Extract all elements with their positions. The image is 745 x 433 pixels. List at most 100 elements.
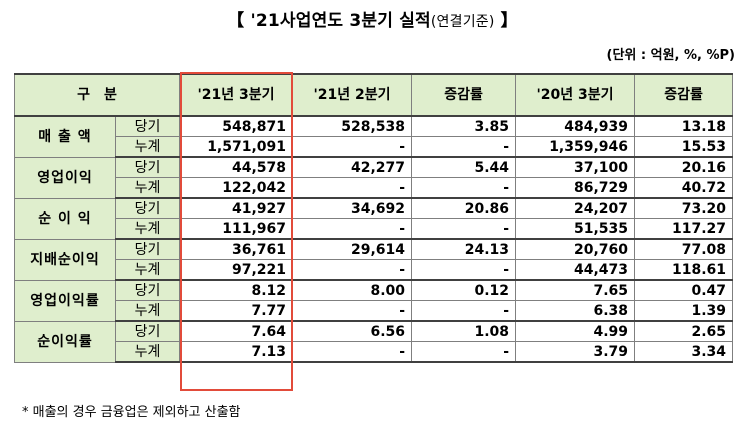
table-cell: -	[292, 259, 413, 281]
table-cell: -	[292, 218, 413, 240]
table-cell: 51,535	[515, 218, 636, 240]
table-row: 누계 111,967- -51,535 117.27	[15, 218, 734, 240]
table-cell: 40.72	[634, 177, 734, 199]
row-group-label: 순 이 익	[14, 197, 116, 240]
table-row: 누계 1,571,091- -1,359,946 15.53	[15, 136, 734, 158]
table-cell: 2.65	[634, 320, 734, 342]
table-cell: 20.16	[634, 156, 734, 178]
footnote: * 매출의 경우 금융업은 제외하고 산출함	[22, 405, 241, 420]
row-period-label: 누계	[114, 218, 181, 240]
table-cell: 3.85	[411, 115, 517, 137]
table-cell: 484,939	[515, 115, 636, 137]
table-cell: 24,207	[515, 197, 636, 219]
table-cell: -	[411, 259, 517, 281]
table-cell: -	[411, 300, 517, 322]
table-cell: 13.18	[634, 115, 734, 137]
row-period-label: 누계	[114, 341, 181, 363]
table-row: 누계 7.13- -3.79 3.34	[15, 341, 734, 363]
header-col-qoq-change: 증감률	[411, 73, 517, 117]
row-period-label: 누계	[114, 177, 181, 199]
table-cell: 86,729	[515, 177, 636, 199]
table-cell: -	[292, 136, 413, 158]
header-col-2020q3: '20년 3분기	[515, 73, 636, 117]
title-basis: (연결기준)	[430, 14, 495, 30]
table-cell: 1,359,946	[515, 136, 636, 158]
results-table: 구 분 '21년 3분기 '21년 2분기 증감률 '20년 3분기 증감률 매…	[13, 73, 734, 363]
table-cell: -	[411, 177, 517, 199]
table-cell: 42,277	[292, 156, 413, 178]
table-cell: 36,761	[179, 238, 294, 260]
table-cell: 44,473	[515, 259, 636, 281]
table-cell: 3.79	[515, 341, 636, 363]
table-row: 지배순이익 당기 36,761 29,614 24.13 20,760 77.08	[14, 238, 734, 281]
table-cell: 6.38	[515, 300, 636, 322]
table-cell: -	[292, 177, 413, 199]
table-row: 누계 7.77- -6.38 1.39	[15, 300, 734, 322]
table-cell: 77.08	[634, 238, 734, 260]
row-period-label: 당기	[114, 320, 181, 342]
table-cell: 1.39	[634, 300, 734, 322]
table-cell: -	[292, 341, 413, 363]
table-cell: -	[411, 341, 517, 363]
table-cell: -	[411, 136, 517, 158]
table-cell: 4.99	[515, 320, 636, 342]
title-main: 【 '21사업연도 3분기 실적	[227, 11, 431, 31]
table-cell: 118.61	[634, 259, 734, 281]
table-cell: 97,221	[179, 259, 294, 281]
header-col-2021q2: '21년 2분기	[292, 73, 413, 117]
table-cell: 37,100	[515, 156, 636, 178]
table-row: 순 이 익 당기 41,927 34,692 20.86 24,207 73.20	[14, 197, 734, 240]
table-cell: 111,967	[179, 218, 294, 240]
row-period-label: 당기	[114, 197, 181, 219]
table-cell: 528,538	[292, 115, 413, 137]
table-row: 누계 122,042- -86,729 40.72	[15, 177, 734, 199]
table-cell: 0.47	[634, 279, 734, 301]
table-cell: 44,578	[179, 156, 294, 178]
row-group-label: 매 출 액	[14, 115, 116, 158]
table-row: 순이익률 당기 7.64 6.56 1.08 4.99 2.65	[14, 320, 734, 363]
row-period-label: 당기	[114, 279, 181, 301]
table-cell: 1.08	[411, 320, 517, 342]
table-cell: 117.27	[634, 218, 734, 240]
header-col-2021q3: '21년 3분기	[179, 73, 294, 117]
table-cell: 5.44	[411, 156, 517, 178]
row-group-label: 지배순이익	[14, 238, 116, 281]
table-cell: 548,871	[179, 115, 294, 137]
table-cell: 122,042	[179, 177, 294, 199]
row-period-label: 누계	[114, 300, 181, 322]
row-period-label: 누계	[114, 136, 181, 158]
table-row: 영업이익률 당기 8.12 8.00 0.12 7.65 0.47	[14, 279, 734, 322]
header-col-yoy-change: 증감률	[634, 73, 734, 117]
table-cell: 20.86	[411, 197, 517, 219]
table-cell: 7.64	[179, 320, 294, 342]
table-cell: 0.12	[411, 279, 517, 301]
table-cell: 6.56	[292, 320, 413, 342]
table-cell: 1,571,091	[179, 136, 294, 158]
table-row: 매 출 액 당기 548,871 528,538 3.85 484,939 13.18	[14, 115, 734, 158]
table-cell: 8.12	[179, 279, 294, 301]
table-cell: 24.13	[411, 238, 517, 260]
row-group-label: 순이익률	[14, 320, 116, 363]
row-group-label: 영업이익	[14, 156, 116, 199]
table-header-row: 구 분 '21년 3분기 '21년 2분기 증감률 '20년 3분기 증감률	[13, 73, 734, 117]
row-group-label: 영업이익률	[14, 279, 116, 322]
table-cell: 7.77	[179, 300, 294, 322]
table-cell: 73.20	[634, 197, 734, 219]
table-row: 영업이익 당기 44,578 42,277 5.44 37,100 20.16	[14, 156, 734, 199]
table-cell: -	[411, 218, 517, 240]
page-title: 【 '21사업연도 3분기 실적(연결기준) 】	[0, 6, 745, 31]
table-cell: 3.34	[634, 341, 734, 363]
table-cell: 29,614	[292, 238, 413, 260]
table-cell: -	[292, 300, 413, 322]
table-cell: 8.00	[292, 279, 413, 301]
row-period-label: 당기	[114, 115, 181, 137]
table-cell: 20,760	[515, 238, 636, 260]
unit-label: (단위 : 억원, %, %P)	[606, 48, 735, 63]
header-category: 구 분	[13, 73, 181, 117]
table-cell: 34,692	[292, 197, 413, 219]
table-row: 누계 97,221- -44,473 118.61	[15, 259, 734, 281]
table-cell: 41,927	[179, 197, 294, 219]
table-cell: 15.53	[634, 136, 734, 158]
table-cell: 7.65	[515, 279, 636, 301]
row-period-label: 당기	[114, 156, 181, 178]
